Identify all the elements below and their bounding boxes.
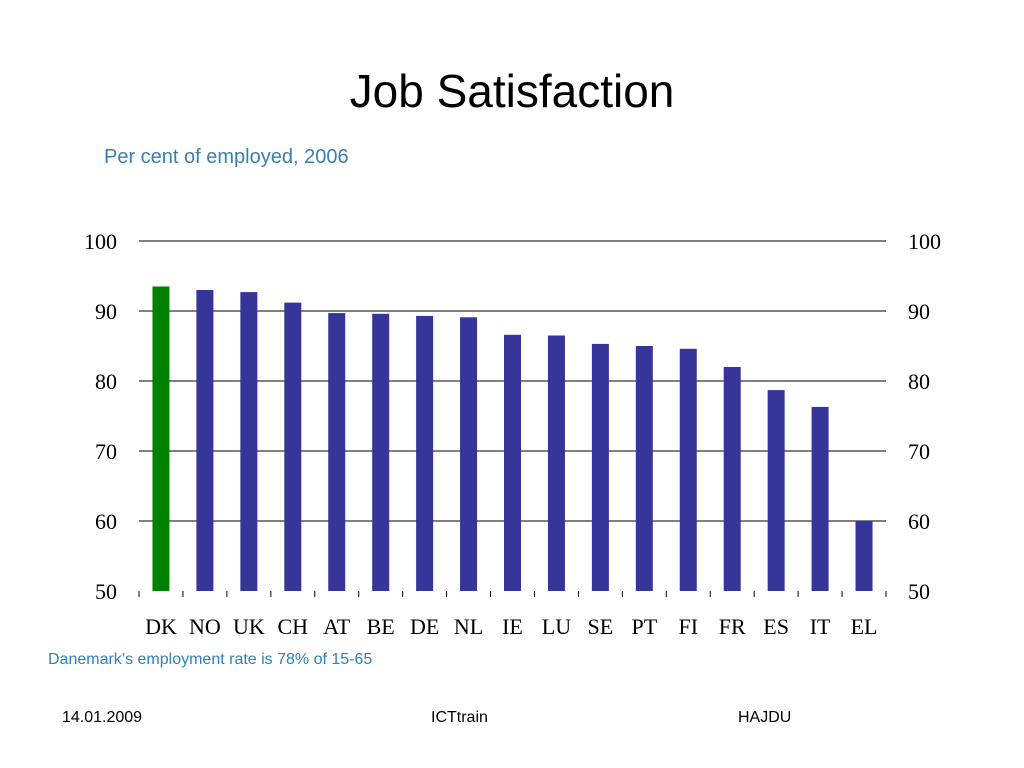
bar-IT bbox=[811, 406, 829, 591]
x-label-IE: IE bbox=[502, 614, 523, 639]
x-label-NL: NL bbox=[454, 614, 483, 639]
y-tick-right-70: 70 bbox=[908, 439, 930, 464]
y-tick-left-80: 80 bbox=[95, 369, 117, 394]
y-tick-right-90: 90 bbox=[908, 299, 930, 324]
y-tick-right-50: 50 bbox=[908, 579, 930, 604]
bar-NO bbox=[196, 290, 214, 591]
footer-author: HAJDU bbox=[738, 709, 792, 726]
y-tick-left-60: 60 bbox=[95, 509, 117, 534]
category-labels: DK NO UK CH AT BE DE NL IE LU SE PT FI FR ES IT EL bbox=[145, 614, 877, 639]
x-label-FR: FR bbox=[719, 614, 746, 639]
bar-FR bbox=[723, 367, 741, 591]
x-label-ES: ES bbox=[763, 614, 789, 639]
bar-SE bbox=[591, 343, 609, 591]
x-label-AT: AT bbox=[323, 614, 350, 639]
bar-NL bbox=[460, 317, 478, 591]
bar-ES bbox=[767, 390, 785, 591]
x-label-FI: FI bbox=[678, 614, 698, 639]
y-tick-right-60: 60 bbox=[908, 509, 930, 534]
bar-FI bbox=[679, 348, 697, 591]
x-label-LU: LU bbox=[542, 614, 571, 639]
x-label-PT: PT bbox=[631, 614, 657, 639]
bar-DK bbox=[152, 286, 170, 591]
bars bbox=[152, 286, 873, 591]
bar-AT bbox=[328, 313, 346, 591]
bar-CH bbox=[284, 302, 302, 591]
footer-center: ICTtrain bbox=[431, 709, 488, 726]
x-label-CH: CH bbox=[278, 614, 309, 639]
bar-PT bbox=[635, 346, 653, 591]
bar-BE bbox=[372, 313, 390, 591]
x-label-UK: UK bbox=[233, 614, 265, 639]
y-tick-left-100: 100 bbox=[84, 229, 117, 254]
bar-IE bbox=[504, 334, 521, 591]
footer-date: 14.01.2009 bbox=[62, 709, 143, 726]
x-label-DE: DE bbox=[410, 614, 439, 639]
y-tick-left-70: 70 bbox=[95, 439, 117, 464]
bar-UK bbox=[240, 292, 258, 591]
y-tick-left-90: 90 bbox=[95, 299, 117, 324]
x-label-IT: IT bbox=[810, 614, 831, 639]
bar-DE bbox=[416, 315, 434, 591]
y-tick-right-100: 100 bbox=[908, 229, 941, 254]
x-label-SE: SE bbox=[588, 614, 614, 639]
x-label-BE: BE bbox=[367, 614, 395, 639]
bar-LU bbox=[547, 335, 565, 591]
x-label-DK: DK bbox=[145, 614, 177, 639]
bar-EL bbox=[855, 521, 873, 591]
chart-subtitle: Per cent of employed, 2006 bbox=[104, 146, 349, 168]
slide-title: Job Satisfaction bbox=[349, 65, 675, 117]
y-tick-right-80: 80 bbox=[908, 369, 930, 394]
y-tick-left-50: 50 bbox=[95, 579, 117, 604]
x-label-EL: EL bbox=[851, 614, 878, 639]
x-label-NO: NO bbox=[189, 614, 221, 639]
employment-note: Danemark’s employment rate is 78% of 15-… bbox=[48, 651, 373, 668]
axis-ticks: 50 50 60 60 70 70 80 80 90 90 100 100 bbox=[84, 229, 941, 604]
